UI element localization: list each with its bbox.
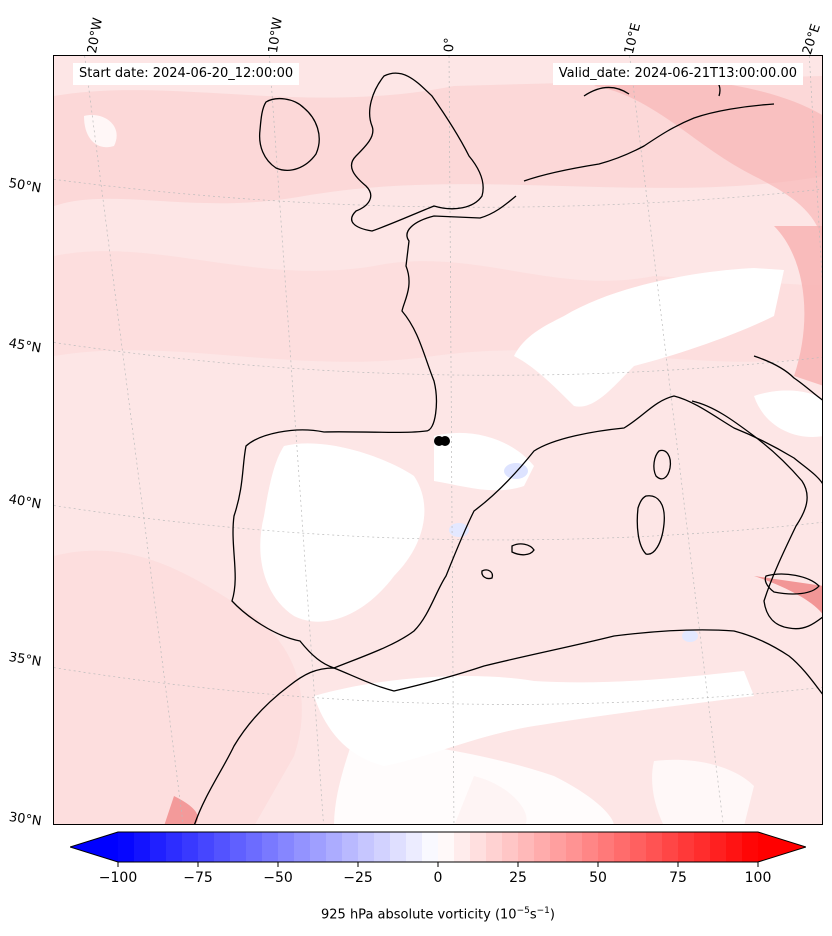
valid-date-label: Valid_date: 2024-06-21T13:00:00.00	[552, 63, 803, 85]
lat-label-40n: 40°N	[7, 492, 43, 513]
colorbar-cell	[630, 832, 647, 862]
colorbar-cell	[326, 832, 343, 862]
vorticity-field	[54, 56, 822, 824]
colorbar-cell	[646, 832, 663, 862]
colorbar-cell	[678, 832, 695, 862]
colorbar-title-suffix: )	[549, 907, 555, 923]
colorbar-cell	[598, 832, 615, 862]
colorbar-tick-label: −75	[183, 870, 213, 886]
map-plot-area[interactable]	[53, 55, 823, 825]
colorbar-cell	[262, 832, 279, 862]
lat-label-30n: 30°N	[7, 810, 43, 830]
colorbar-title-prefix: 925 hPa absolute vorticity (10	[321, 907, 517, 923]
colorbar-cell	[374, 832, 391, 862]
colorbar-max-arrow	[758, 832, 806, 862]
colorbar-cell	[118, 832, 135, 862]
negative-vorticity-patch	[504, 463, 528, 479]
low-vorticity-region	[754, 390, 822, 437]
colorbar-cell	[550, 832, 567, 862]
colorbar-cell	[726, 832, 743, 862]
colorbar-cell	[166, 832, 183, 862]
colorbar-cell	[422, 832, 439, 862]
colorbar-outline	[70, 831, 806, 863]
vorticity-band	[54, 76, 822, 206]
colorbar-cell	[662, 832, 679, 862]
colorbar-tick-label: 75	[669, 870, 687, 886]
colorbar-cell	[310, 832, 327, 862]
colorbar-title-mid: s	[529, 907, 537, 923]
colorbar-tick-label: 25	[509, 870, 527, 886]
negative-vorticity-patch	[449, 523, 469, 537]
colorbar-cell	[518, 832, 535, 862]
low-vorticity-region	[652, 759, 754, 824]
colorbar-cell	[486, 832, 503, 862]
lon-label-10e: 10°E	[622, 21, 645, 56]
low-vorticity-region	[314, 671, 754, 766]
colorbar-tick-label: 50	[589, 870, 607, 886]
lat-label-50n: 50°N	[7, 176, 43, 197]
colorbar-title-exp1: −5	[516, 906, 530, 916]
vorticity-band	[754, 576, 822, 614]
colorbar-cell	[358, 832, 375, 862]
vorticity-band	[774, 226, 822, 386]
vorticity-band	[54, 550, 302, 824]
colorbar-cell	[406, 832, 423, 862]
colorbar-cell	[614, 832, 631, 862]
colorbar-cell	[150, 832, 167, 862]
colorbar-cell	[294, 832, 311, 862]
colorbar-cell	[534, 832, 551, 862]
lon-label-10w: 10°W	[266, 16, 286, 55]
lon-label-20e: 20°E	[800, 22, 824, 57]
colorbar-cell	[710, 832, 727, 862]
colorbar-cell	[470, 832, 487, 862]
start-date-label: Start date: 2024-06-20_12:00:00	[73, 63, 300, 85]
lon-label-20w: 20°W	[85, 16, 107, 55]
colorbar-title: 925 hPa absolute vorticity (10−5s−1)	[0, 906, 832, 922]
colorbar-cell	[390, 832, 407, 862]
low-vorticity-region	[334, 736, 614, 824]
location-marker	[434, 436, 450, 446]
colorbar-cell	[198, 832, 215, 862]
lat-label-35n: 35°N	[7, 650, 43, 670]
colorbar-cell	[502, 832, 519, 862]
low-vorticity-region	[260, 443, 425, 622]
colorbar-tick-label: −50	[263, 870, 293, 886]
colorbar-cell	[742, 832, 759, 862]
colorbar-cell	[438, 832, 455, 862]
colorbar-tick-label: −25	[343, 870, 373, 886]
colorbar-cell	[694, 832, 711, 862]
colorbar-cell	[278, 832, 295, 862]
low-vorticity-region	[84, 115, 117, 148]
colorbar-min-arrow	[70, 832, 118, 862]
colorbar-tick-label: 0	[433, 870, 443, 886]
vorticity-band	[594, 76, 822, 240]
colorbar	[70, 831, 806, 867]
colorbar-cell	[134, 832, 151, 862]
colorbar-cells	[70, 832, 806, 862]
colorbar-cell	[246, 832, 263, 862]
lon-label-0: 0°	[442, 37, 458, 53]
low-vorticity-region	[514, 268, 784, 407]
colorbar-tick-label: 100	[744, 870, 772, 886]
colorbar-cell	[182, 832, 199, 862]
colorbar-tick-label: −100	[98, 870, 138, 886]
colorbar-ticks	[117, 862, 759, 867]
colorbar-title-exp2: −1	[536, 906, 550, 916]
negative-vorticity-patch	[682, 630, 698, 642]
colorbar-cell	[214, 832, 231, 862]
colorbar-cell	[582, 832, 599, 862]
colorbar-cell	[342, 832, 359, 862]
colorbar-cell	[230, 832, 247, 862]
colorbar-cell	[454, 832, 471, 862]
lat-label-45n: 45°N	[7, 336, 43, 357]
colorbar-cell	[566, 832, 583, 862]
coastlines	[194, 72, 822, 824]
